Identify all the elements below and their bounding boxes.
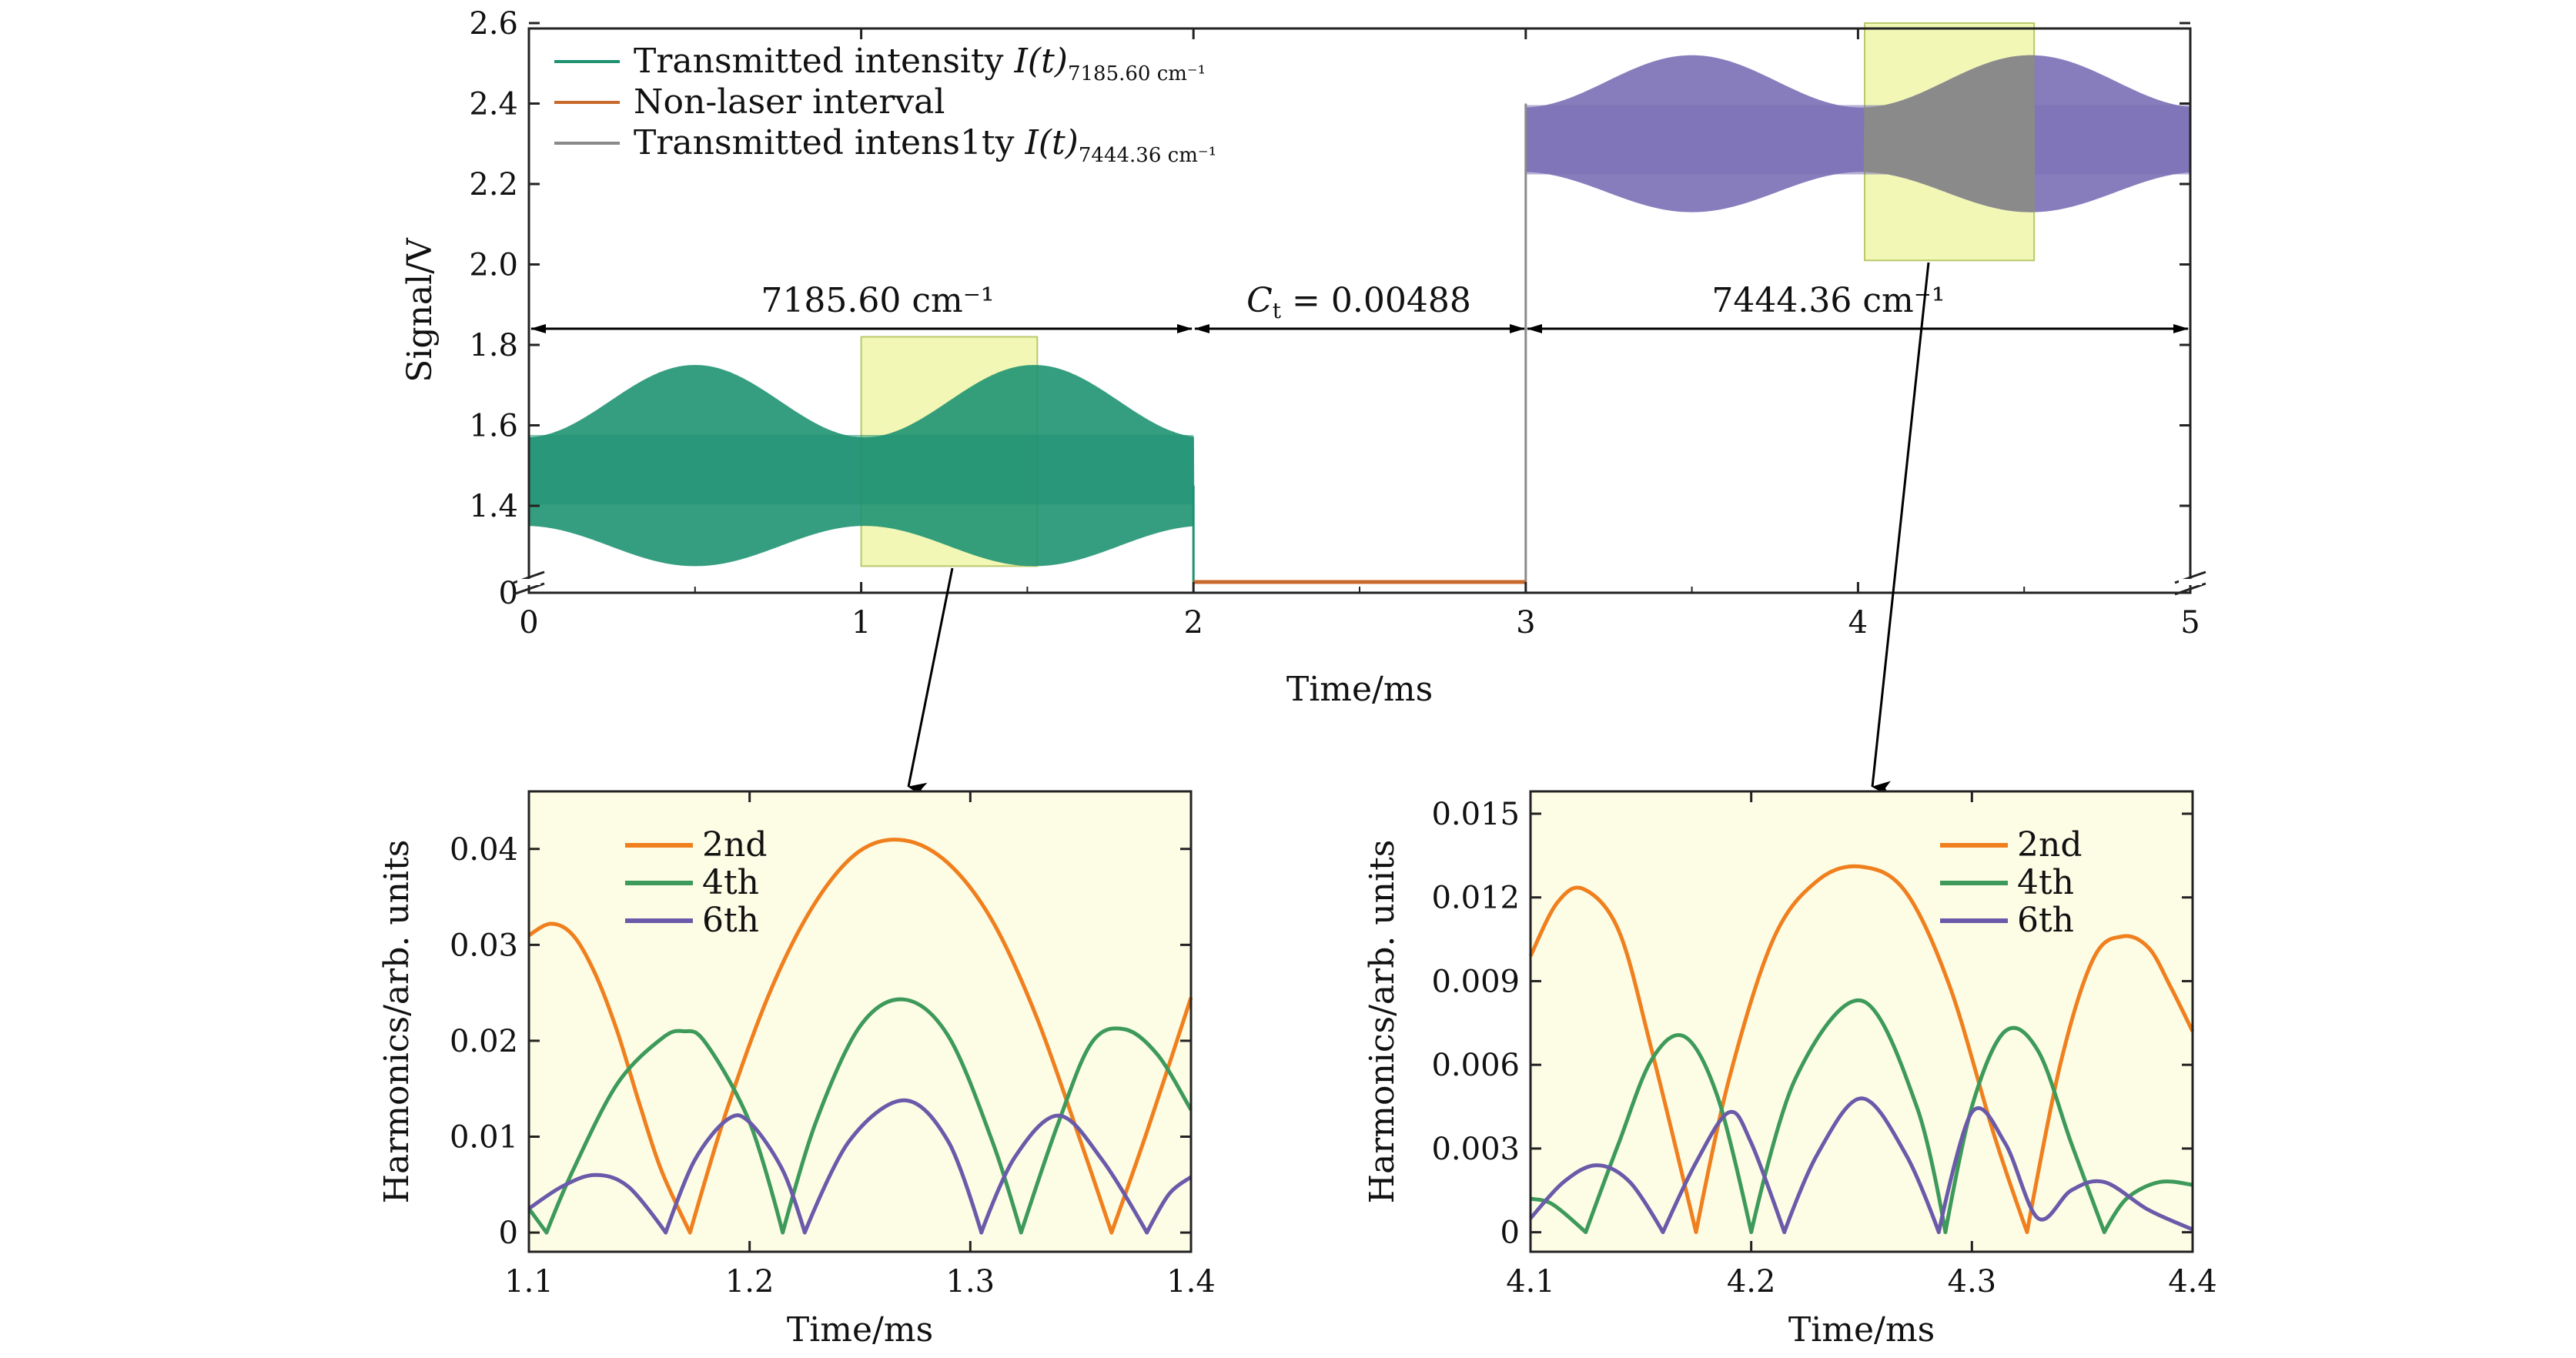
top-legend: Transmitted intensity I(t)7185.60 cm⁻¹ N…	[554, 42, 1216, 167]
br-y-axis-label: Harmonics/arb. units	[1363, 840, 1402, 1204]
top-x-axis-label: Time/ms	[1286, 670, 1433, 709]
legend-label-3: Transmitted intens1ty I(t)7444.36 cm⁻¹	[634, 123, 1216, 167]
bl-legend-4th: 4th	[702, 863, 759, 902]
x-tick-label: 4.4	[2168, 1264, 2217, 1299]
top-chart: 0 1 2 3 4 501.41.61.82.02.22.42.6 Transmitted…	[400, 6, 2206, 709]
y-tick-label: 0.04	[450, 832, 518, 868]
bl-plot-background	[529, 791, 1191, 1252]
top-y-tick-label: 1.4	[469, 489, 518, 524]
top-y-tick-label: 2.0	[469, 248, 518, 283]
x-tick-label: 1.1	[504, 1264, 554, 1299]
bl-axes-ticks: 1.1 1.2 1.3 1.4 0 0.01 0.02 0.03 0.04	[450, 791, 1216, 1299]
y-tick-label: 0.009	[1431, 964, 1520, 999]
bottom-right-chart: 4.1 4.2 4.3 4.4 0 0.003 0.006 0.009 0.012 0.015 2…	[1363, 790, 2217, 1350]
top-x-tick-label: 3	[1516, 605, 1535, 641]
x-tick-label: 1.4	[1166, 1264, 1216, 1299]
signal-core-band	[529, 434, 1194, 504]
axis-break-gap-left	[517, 579, 540, 585]
br-legend-6th: 6th	[2017, 901, 2074, 940]
br-plot-frame	[1529, 790, 2194, 1253]
axis-break-gap-right	[2179, 579, 2202, 585]
series-4th	[1530, 998, 2193, 1235]
connector-arrow-right	[1871, 262, 1930, 797]
series-2nd	[1528, 864, 2195, 1235]
x-tick-label: 4.2	[1727, 1264, 1776, 1299]
top-y-tick-label: 2.2	[469, 167, 518, 202]
bl-y-axis-label: Harmonics/arb. units	[377, 840, 417, 1204]
label-interval-1: 7185.60 cm⁻¹	[761, 281, 994, 320]
bottom-left-chart: 1.1 1.2 1.3 1.4 0 0.01 0.02 0.03 0.04 2nd 4th 6t…	[377, 790, 1216, 1350]
br-x-axis-label: Time/ms	[1788, 1310, 1935, 1350]
series-4th	[527, 997, 1193, 1235]
y-tick-label: 0.012	[1431, 881, 1520, 916]
bl-legend-6th: 6th	[702, 901, 759, 940]
signal-series	[527, 55, 2192, 584]
bl-x-axis-label: Time/ms	[787, 1310, 933, 1350]
y-tick-label: 0	[499, 1216, 518, 1251]
bl-legend-2nd: 2nd	[702, 825, 768, 865]
y-tick-label: 0.02	[450, 1024, 518, 1059]
x-tick-label: 4.1	[1506, 1264, 1555, 1299]
br-axes-ticks: 4.1 4.2 4.3 4.4 0 0.003 0.006 0.009 0.012 0.015	[1431, 791, 2217, 1299]
top-y-axis-label: Signal/V	[400, 237, 440, 383]
top-y-tick-label: 1.8	[469, 328, 518, 363]
y-tick-label: 0.01	[450, 1120, 518, 1156]
top-y-tick-label: 2.4	[469, 87, 518, 122]
br-harmonic-series	[1528, 864, 2195, 1235]
br-legend-2nd: 2nd	[2017, 825, 2083, 865]
bl-harmonic-series	[527, 838, 1193, 1235]
top-x-tick-label: 0	[519, 605, 538, 641]
y-tick-label: 0.003	[1431, 1132, 1520, 1167]
y-tick-label: 0	[1500, 1216, 1520, 1251]
label-interval-2: Ct = 0.00488	[1246, 281, 1471, 323]
label-interval-3: 7444.36 cm⁻¹	[1711, 281, 1945, 320]
y-tick-label: 0.03	[450, 928, 518, 963]
y-tick-label: 0.015	[1431, 797, 1520, 832]
x-tick-label: 1.2	[725, 1264, 774, 1299]
br-legend-4th: 4th	[2017, 863, 2074, 902]
legend-label-1: Transmitted intensity I(t)7185.60 cm⁻¹	[634, 42, 1206, 85]
signal-core-band	[1525, 105, 2190, 175]
series-6th	[527, 1098, 1193, 1235]
bl-plot-frame	[527, 790, 1193, 1253]
legend-label-2: Non-laser interval	[634, 82, 945, 122]
top-x-tick-label: 4	[1848, 605, 1868, 641]
top-y-tick-label: 2.6	[469, 6, 518, 42]
y-tick-label: 0.006	[1431, 1048, 1520, 1083]
br-legend: 2nd 4th 6th	[1940, 825, 2083, 940]
series-6th	[1529, 1096, 2194, 1235]
x-tick-label: 4.3	[1948, 1264, 1997, 1299]
x-tick-label: 1.3	[946, 1264, 995, 1299]
bl-legend: 2nd 4th 6th	[625, 825, 768, 940]
connector-arrow-left	[907, 567, 954, 798]
top-x-tick-label: 2	[1183, 605, 1203, 641]
top-x-tick-label: 1	[851, 605, 871, 641]
series-2nd	[527, 838, 1193, 1235]
series-7444-gray-overlay	[1863, 55, 2036, 212]
top-x-tick-label: 5	[2180, 605, 2200, 641]
top-y-tick-label: 1.6	[469, 409, 518, 444]
